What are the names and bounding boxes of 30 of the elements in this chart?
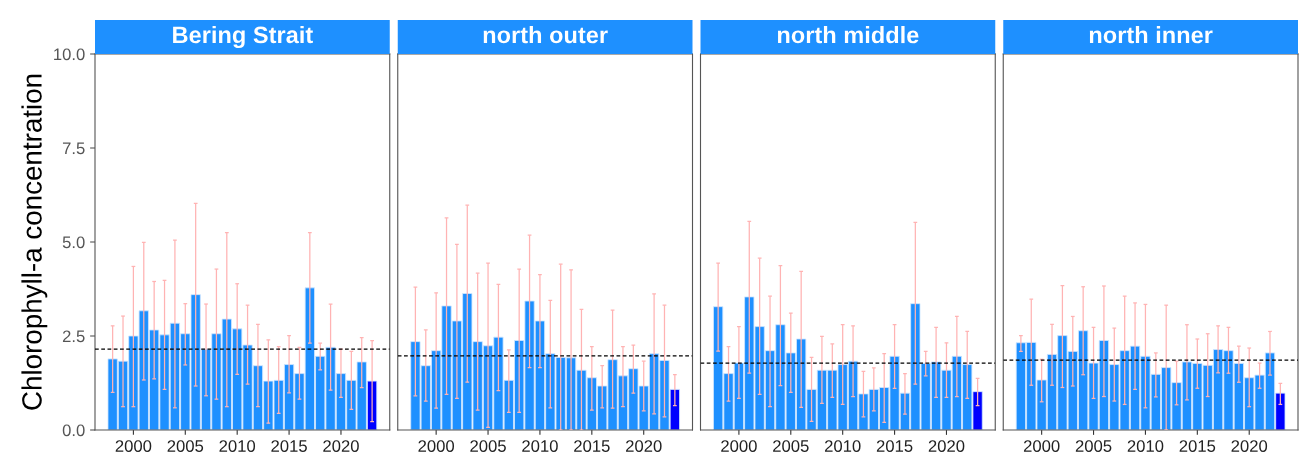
y-tick-label: 5.0: [62, 236, 85, 249]
x-tick-label: 2010: [522, 440, 558, 452]
y-axis-title: Chlorophyll-a concentration: [21, 74, 48, 410]
x-tick-label: 2010: [219, 440, 256, 452]
x-tick-label: 2000: [721, 440, 757, 452]
x-tick-label: 2015: [271, 440, 307, 452]
x-tick-label: 2000: [418, 440, 455, 452]
chart-title: north inner: [1089, 26, 1213, 44]
x-tick-label: 2020: [323, 440, 359, 452]
x-tick-label: 2010: [824, 440, 861, 452]
y-tick-label: 0.0: [62, 424, 85, 437]
x-tick-label: 2010: [1127, 440, 1164, 452]
x-tick-label: 2000: [1023, 440, 1060, 452]
chart-title: Bering Strait: [173, 25, 313, 49]
y-tick-label: 10.0: [54, 48, 85, 61]
x-tick-label: 2005: [773, 440, 809, 452]
x-tick-label: 2015: [574, 440, 610, 452]
y-tick-label: 2.5: [62, 330, 85, 343]
x-tick-label: 2015: [876, 440, 913, 452]
y-tick-label: 7.5: [62, 142, 85, 155]
x-tick-label: 2020: [1231, 440, 1268, 452]
x-tick-label: 2005: [1075, 440, 1112, 452]
x-tick-label: 2020: [928, 440, 965, 452]
x-tick-label: 2020: [626, 440, 662, 452]
chart-title: north middle: [777, 26, 919, 44]
chart-title: north outer: [483, 26, 608, 44]
x-tick-label: 2005: [167, 440, 204, 452]
x-tick-label: 2000: [115, 440, 152, 452]
x-tick-label: 2015: [1179, 440, 1216, 452]
x-tick-label: 2005: [470, 440, 506, 452]
